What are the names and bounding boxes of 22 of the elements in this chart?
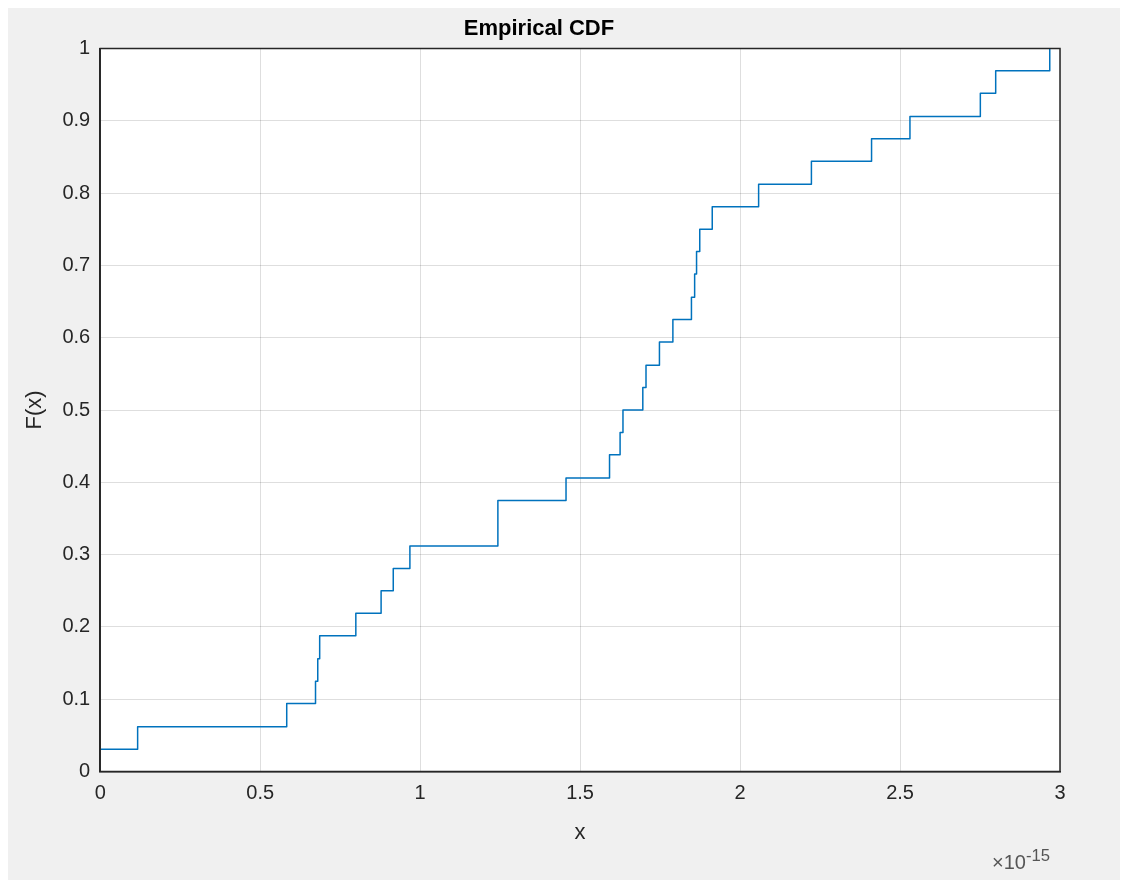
x-tick-label: 3 xyxy=(1054,781,1066,804)
y-tick-label: 0.8 xyxy=(62,180,91,203)
y-tick-label: 0.4 xyxy=(62,469,91,492)
x-tick-label: 0.5 xyxy=(246,781,275,804)
y-axis-title: F(x) xyxy=(21,390,47,430)
x-tick-label: 2.5 xyxy=(886,781,914,804)
x-tick-label: 2 xyxy=(734,781,746,804)
x-tick-label: 0 xyxy=(94,781,106,804)
text: ×10$^{-15}$ xyxy=(991,846,1050,874)
chart-title: Empirical CDF xyxy=(463,15,615,41)
x-tick-label: 1.5 xyxy=(566,781,595,804)
y-tick-label: 0.5 xyxy=(62,397,91,420)
y-tick-label: 0.3 xyxy=(62,542,91,565)
y-tick-label: 0.1 xyxy=(62,686,91,709)
y-tick-label: 0.2 xyxy=(62,614,91,637)
y-tick-label: 0.7 xyxy=(62,252,91,275)
y-tick-label: 0.9 xyxy=(62,108,91,131)
y-tick-label: 1 xyxy=(79,35,91,58)
x-tick-label: 1 xyxy=(414,781,426,804)
x-axis-title: x xyxy=(574,818,586,844)
y-tick-label: 0.6 xyxy=(62,325,91,348)
y-tick-label: 0 xyxy=(79,759,91,782)
